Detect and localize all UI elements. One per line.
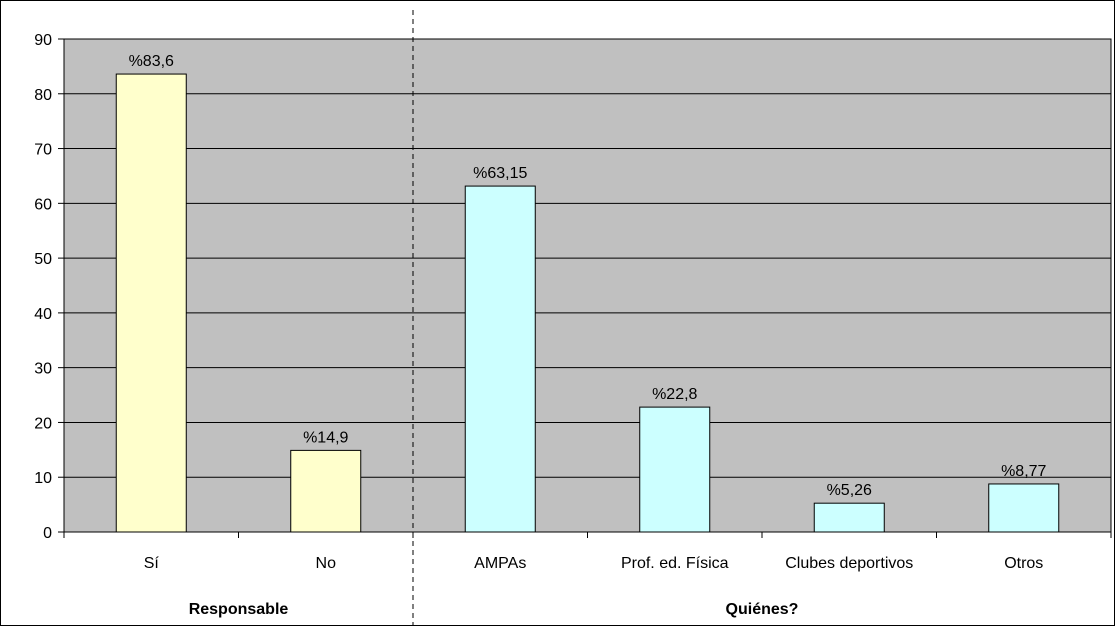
data-label: %8,77 bbox=[1001, 463, 1046, 480]
y-tick-label: 60 bbox=[34, 196, 52, 213]
y-tick-label: 70 bbox=[34, 142, 52, 159]
y-tick-label: 50 bbox=[34, 251, 52, 268]
x-tick-label: AMPAs bbox=[474, 555, 526, 572]
x-tick-label: Otros bbox=[1004, 555, 1043, 572]
data-label: %22,8 bbox=[652, 386, 697, 403]
group-label: Responsable bbox=[189, 601, 289, 618]
x-tick-label: No bbox=[316, 555, 337, 572]
bar bbox=[290, 449, 362, 533]
y-tick-label: 80 bbox=[34, 87, 52, 104]
bar bbox=[639, 406, 711, 533]
data-label: %14,9 bbox=[303, 429, 348, 446]
bar bbox=[464, 185, 536, 533]
y-tick-label: 30 bbox=[34, 361, 52, 378]
bar bbox=[115, 73, 187, 533]
group-label: Quiénes? bbox=[726, 601, 799, 618]
x-tick-label: Sí bbox=[144, 555, 160, 572]
data-label: %83,6 bbox=[129, 53, 174, 70]
y-tick-label: 20 bbox=[34, 415, 52, 432]
y-tick-label: 10 bbox=[34, 470, 52, 487]
y-tick-label: 90 bbox=[34, 32, 52, 49]
data-label: %63,15 bbox=[473, 165, 527, 182]
y-tick-label: 0 bbox=[43, 525, 52, 542]
plot-area bbox=[63, 38, 1112, 533]
bar bbox=[988, 483, 1060, 533]
x-tick-label: Prof. ed. Física bbox=[621, 555, 729, 572]
bar bbox=[813, 502, 885, 533]
data-label: %5,26 bbox=[827, 482, 872, 499]
y-tick-label: 40 bbox=[34, 306, 52, 323]
x-tick-label: Clubes deportivos bbox=[785, 555, 913, 572]
